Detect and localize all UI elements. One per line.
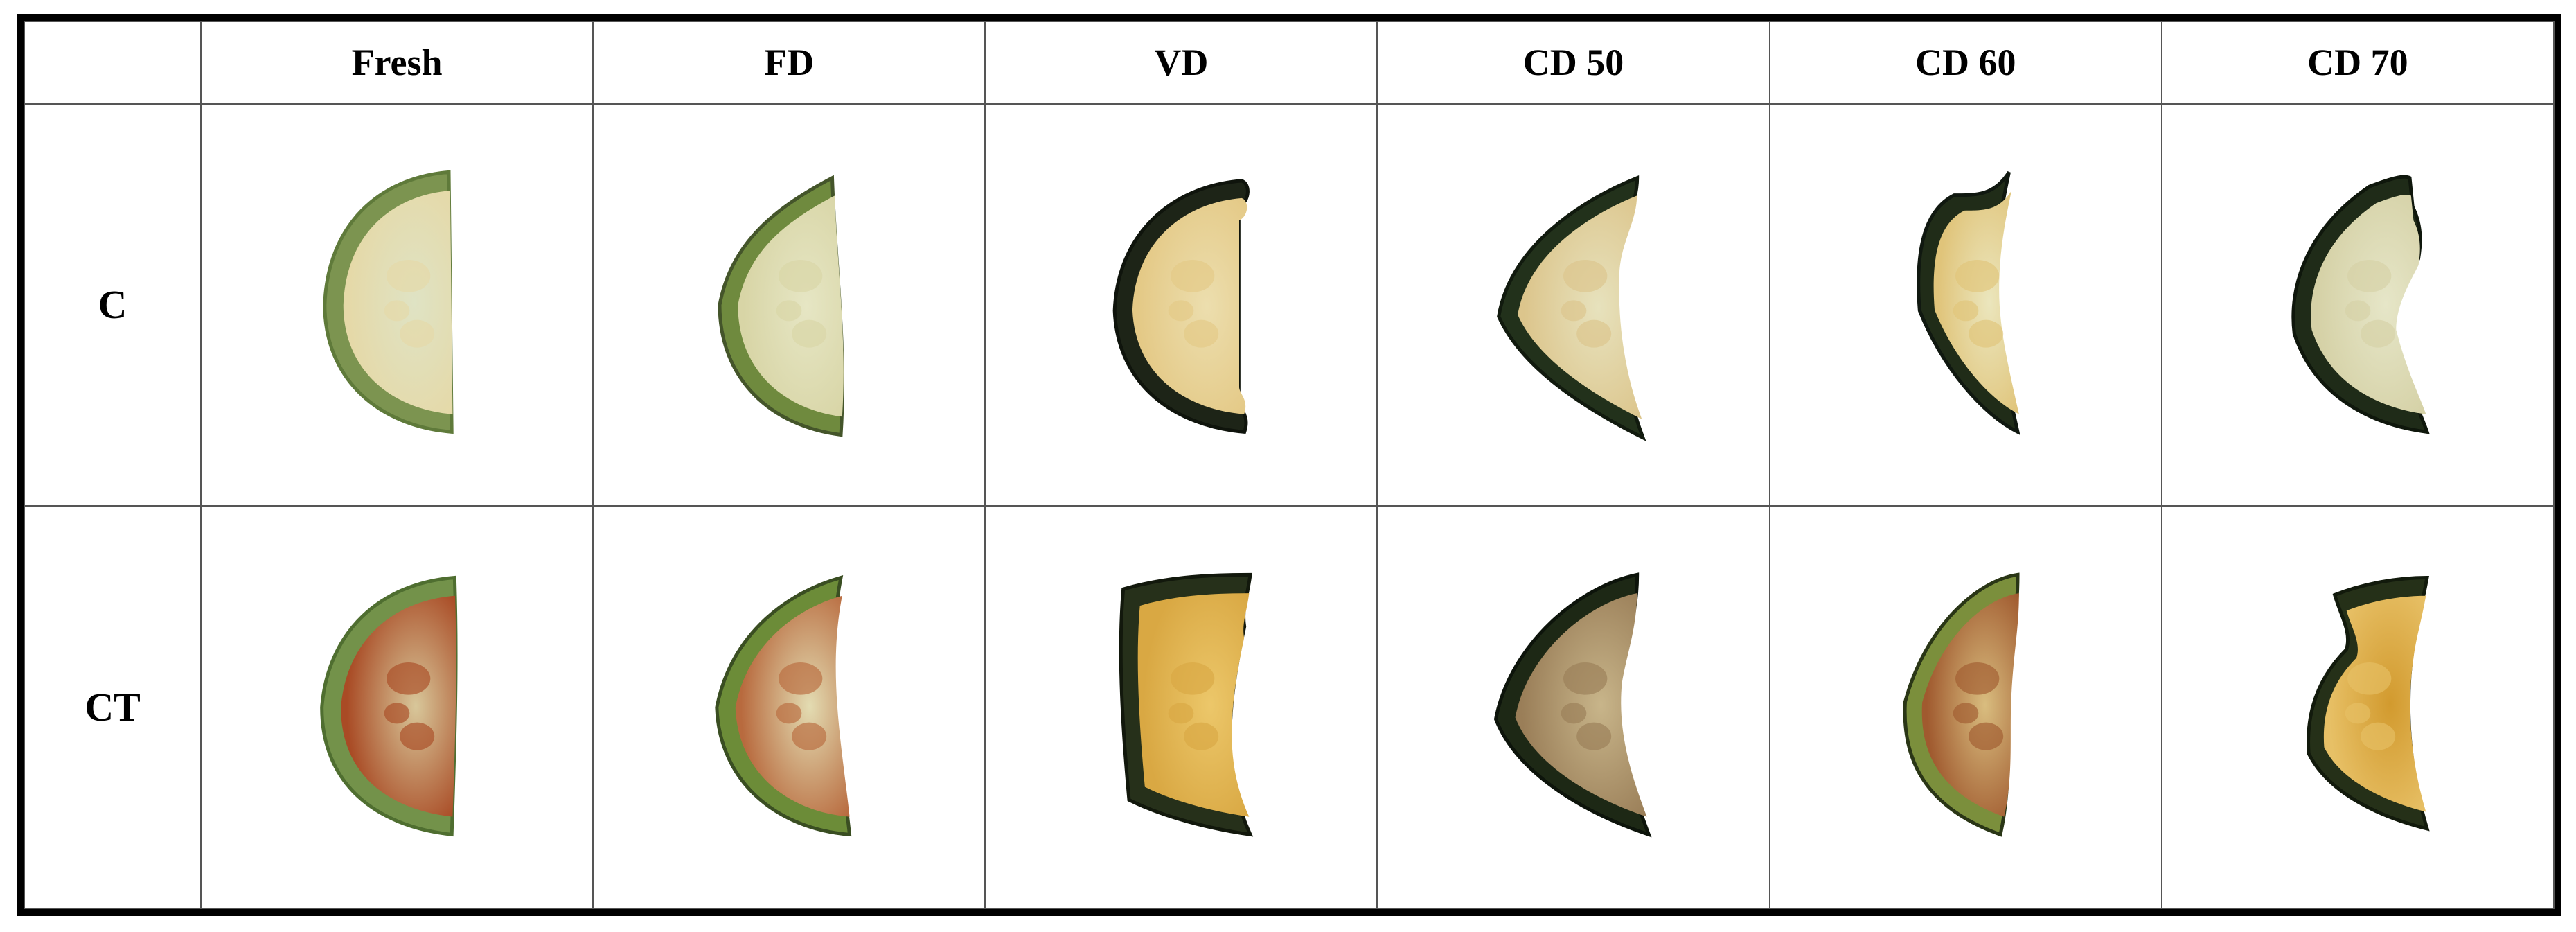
slice-spot — [792, 319, 827, 348]
zucchini-slice-image — [2306, 575, 2430, 832]
slice-spot — [1968, 722, 2003, 750]
slice-flesh — [1933, 191, 2019, 414]
zucchini-slice-image — [320, 575, 458, 836]
image-cell — [592, 103, 986, 507]
slice-spot — [1169, 702, 1194, 723]
zucchini-slice-image — [323, 170, 454, 434]
slice-spot — [1184, 319, 1219, 348]
column-header-vd: VD — [984, 21, 1378, 105]
slice-spot — [1169, 300, 1194, 322]
corner-cell — [24, 21, 202, 105]
column-header-cd50: CD 50 — [1376, 21, 1770, 105]
slice-spot — [2347, 259, 2392, 292]
figure-table: Fresh FD VD CD 50 CD 60 CD 70 C CT — [17, 14, 2561, 916]
header-row: Fresh FD VD CD 50 CD 60 CD 70 — [24, 21, 2555, 105]
image-cell — [1376, 103, 1770, 507]
slice-spot — [384, 300, 410, 322]
column-header-fresh: Fresh — [199, 21, 594, 105]
slice-spot — [1561, 702, 1586, 723]
slice-spot — [776, 702, 802, 723]
slice-flesh — [2311, 194, 2426, 414]
slice-flesh — [2323, 595, 2426, 812]
zucchini-slice-image — [1903, 572, 2020, 837]
slice-spot — [792, 722, 827, 750]
slice-spot — [1171, 259, 1215, 292]
image-cell — [984, 505, 1378, 909]
slice-spot — [387, 259, 431, 292]
image-cell — [984, 103, 1378, 507]
slice-spot — [2347, 662, 2392, 695]
image-cell — [1768, 103, 2162, 507]
column-header-fd: FD — [592, 21, 986, 105]
row-label-ct: CT — [24, 505, 202, 909]
image-cell — [2160, 505, 2555, 909]
zucchini-slice-image — [1496, 175, 1646, 441]
image-cell — [199, 505, 594, 909]
image-cell — [199, 103, 594, 507]
slice-spot — [400, 722, 435, 750]
slice-spot — [384, 702, 410, 723]
row-c: C — [24, 103, 2555, 507]
image-cell — [592, 505, 986, 909]
zucchini-slice-image — [1916, 170, 2020, 435]
image-cell — [1768, 505, 2162, 909]
slice-spot — [779, 259, 823, 292]
slice-spot — [400, 319, 435, 348]
slice-spot — [2345, 300, 2371, 322]
slice-spot — [1576, 722, 1611, 750]
zucchini-slice-image — [1113, 179, 1250, 434]
slice-spot — [1184, 722, 1219, 750]
slice-spot — [2361, 319, 2396, 348]
comparison-grid: Fresh FD VD CD 50 CD 60 CD 70 C CT — [24, 21, 2555, 909]
slice-spot — [1563, 662, 1607, 695]
column-header-cd70: CD 70 — [2160, 21, 2555, 105]
slice-flesh — [1138, 592, 1250, 817]
slice-spot — [1953, 702, 1979, 723]
zucchini-slice-image — [715, 574, 852, 836]
image-cell — [1376, 505, 1770, 909]
slice-spot — [1955, 259, 2000, 292]
zucchini-slice-image — [1493, 572, 1652, 837]
row-ct: CT — [24, 505, 2555, 909]
image-cell — [2160, 103, 2555, 507]
slice-spot — [2345, 702, 2371, 723]
slice-spot — [1968, 319, 2003, 348]
slice-spot — [2361, 722, 2396, 750]
slice-spot — [779, 662, 823, 695]
slice-spot — [1563, 259, 1607, 292]
column-header-cd60: CD 60 — [1768, 21, 2162, 105]
slice-spot — [1171, 662, 1215, 695]
slice-spot — [1561, 300, 1586, 322]
slice-spot — [776, 300, 802, 322]
slice-spot — [1955, 662, 2000, 695]
slice-spot — [387, 662, 431, 695]
slice-spot — [1576, 319, 1611, 348]
zucchini-slice-image — [2291, 175, 2430, 434]
slice-spot — [1953, 300, 1979, 322]
zucchini-slice-image — [718, 175, 845, 437]
zucchini-slice-image — [1119, 572, 1254, 837]
row-label-c: C — [24, 103, 202, 507]
